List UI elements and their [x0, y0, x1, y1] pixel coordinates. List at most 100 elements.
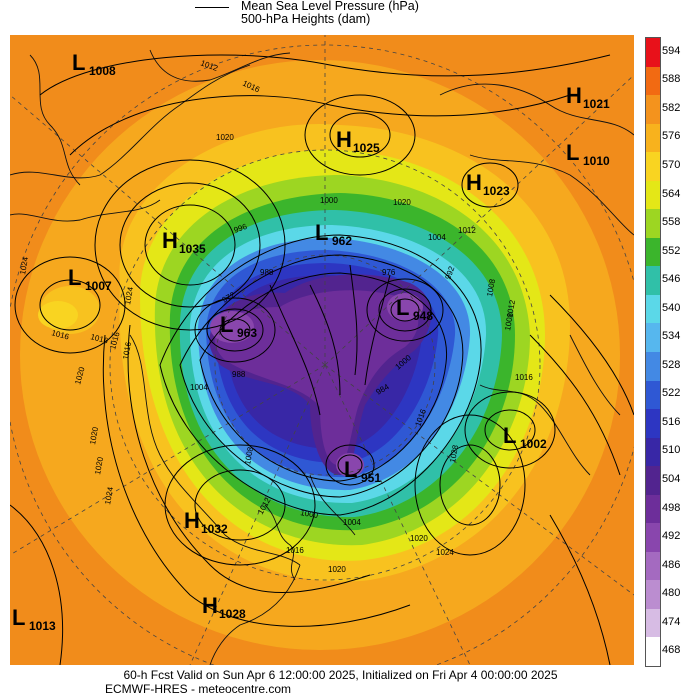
colorbar-tick-label: 576	[662, 130, 681, 143]
pressure-centers: L 1008 H 1025 H 1021 L 1010 H 1023 H 103…	[12, 50, 610, 633]
colorbar-swatch	[646, 38, 660, 67]
isobar-label: 1008	[243, 446, 255, 466]
isobar-label: 1008	[485, 278, 497, 298]
height-colorbar	[645, 37, 661, 667]
colorbar-tick-label: 480	[662, 587, 681, 600]
low-center-value: 963	[237, 326, 257, 340]
colorbar-tick-label: 522	[662, 387, 681, 400]
colorbar-tick-label: 486	[662, 558, 681, 571]
isobar-label: 1004	[343, 518, 361, 527]
high-center-value: 1025	[353, 141, 380, 155]
colorbar-swatch	[646, 95, 660, 125]
colorbar-tick-label: 534	[662, 330, 681, 343]
isobar-label: 988	[260, 268, 274, 277]
isobars	[10, 54, 634, 665]
coastlines	[10, 49, 634, 665]
colorbar-tick-label: 510	[662, 444, 681, 457]
colorbar-swatch	[646, 209, 660, 239]
isobar-label: 1024	[18, 256, 30, 276]
forecast-map-svg: 1012 1016 1020 1016 1020 1024 1016 1020 …	[10, 35, 634, 665]
colorbar-tick-label: 582	[662, 101, 681, 114]
low-center-value: 962	[332, 234, 352, 248]
model-source: ECMWF-HRES - meteocentre.com	[105, 682, 292, 696]
colorbar-tick-label: 498	[662, 501, 681, 514]
colorbar-swatch	[646, 66, 660, 96]
isobar-label: 996	[233, 222, 249, 235]
isobar-label: 988	[232, 370, 246, 379]
low-center-marker: L	[503, 423, 516, 448]
isobar-label: 1024	[436, 548, 454, 557]
high-center-marker: H	[466, 170, 482, 195]
high-center-value: 1021	[583, 97, 610, 111]
colorbar-tick-label: 516	[662, 415, 681, 428]
colorbar-swatch	[646, 466, 660, 496]
isobar-label: 1016	[515, 373, 533, 382]
isobar-label: 1020	[216, 133, 234, 142]
high-center-value: 1035	[179, 242, 206, 256]
high-center-value: 1032	[201, 522, 228, 536]
high-center-marker: H	[184, 508, 200, 533]
low-center-value: 951	[361, 471, 381, 485]
colorbar-swatch	[646, 123, 660, 153]
colorbar-swatch	[646, 523, 660, 553]
isobar-label: 1004	[428, 233, 446, 242]
low-center-marker: L	[396, 295, 409, 320]
colorbar-swatch	[646, 494, 660, 524]
low-center-value: 1013	[29, 619, 56, 633]
colorbar-swatch	[646, 637, 660, 667]
isobar-label: 992	[443, 265, 456, 281]
colorbar-swatch	[646, 409, 660, 439]
colorbar-tick-label: 546	[662, 273, 681, 286]
isobar-label: 1020	[393, 198, 411, 207]
colorbar-swatch	[646, 437, 660, 467]
low-center-marker: L	[12, 605, 25, 630]
low-center-value: 948	[413, 309, 433, 323]
legend-pressure-label: Mean Sea Level Pressure (hPa)	[241, 0, 419, 13]
colorbar-tick-label: 594	[662, 44, 681, 57]
isobar-label: 1016	[286, 546, 304, 555]
isobar-label: 1028	[448, 444, 460, 464]
low-center-value: 1010	[583, 154, 610, 168]
colorbar-swatch	[646, 180, 660, 210]
colorbar-tick-label: 588	[662, 73, 681, 86]
forecast-valid-info: 60-h Fcst Valid on Sun Apr 6 12:00:00 20…	[123, 668, 558, 682]
high-center-marker: H	[202, 593, 218, 618]
isobar-label: 976	[382, 268, 396, 277]
isobar-label: 1012	[458, 226, 476, 235]
high-center-value: 1028	[219, 607, 246, 621]
map-footer: 60-h Fcst Valid on Sun Apr 6 12:00:00 20…	[0, 668, 681, 696]
low-center-marker: L	[72, 50, 85, 75]
low-center-value: 1008	[89, 64, 116, 78]
isobar-label: 1004	[190, 383, 208, 392]
colorbar-tick-label: 492	[662, 530, 681, 543]
colorbar-swatch	[646, 266, 660, 296]
colorbar-swatch	[646, 608, 660, 638]
isobar-label: 1008	[503, 312, 515, 332]
colorbar-tick-label: 540	[662, 301, 681, 314]
map-legend: Mean Sea Level Pressure (hPa) 500-hPa He…	[195, 0, 495, 30]
colorbar-swatch	[646, 294, 660, 324]
low-center-marker: L	[315, 220, 328, 245]
isobar-label: 1020	[88, 426, 100, 446]
low-center-marker: L	[566, 140, 579, 165]
colorbar-tick-label: 474	[662, 615, 681, 628]
colorbar-tick-label: 504	[662, 472, 681, 485]
isobar-line-sample	[195, 7, 229, 8]
isobar-label: 1020	[328, 565, 346, 574]
colorbar-tick-label: 558	[662, 216, 681, 229]
isobar-label: 1024	[123, 286, 135, 306]
low-center-marker: L	[68, 265, 81, 290]
colorbar-swatch	[646, 323, 660, 353]
colorbar-swatch	[646, 152, 660, 182]
colorbar-tick-label: 570	[662, 158, 681, 171]
colorbar-swatch	[646, 352, 660, 381]
high-center-marker: H	[336, 127, 352, 152]
isobar-label: 1024	[103, 486, 115, 506]
isobar-label: 1016	[121, 341, 133, 361]
colorbar-tick-label: 564	[662, 187, 681, 200]
low-center-value: 1002	[520, 437, 547, 451]
colorbar-swatch	[646, 551, 660, 581]
isobar-label: 1012	[505, 299, 517, 319]
isobar-label: 1020	[93, 456, 105, 476]
low-center-value: 1007	[85, 279, 112, 293]
